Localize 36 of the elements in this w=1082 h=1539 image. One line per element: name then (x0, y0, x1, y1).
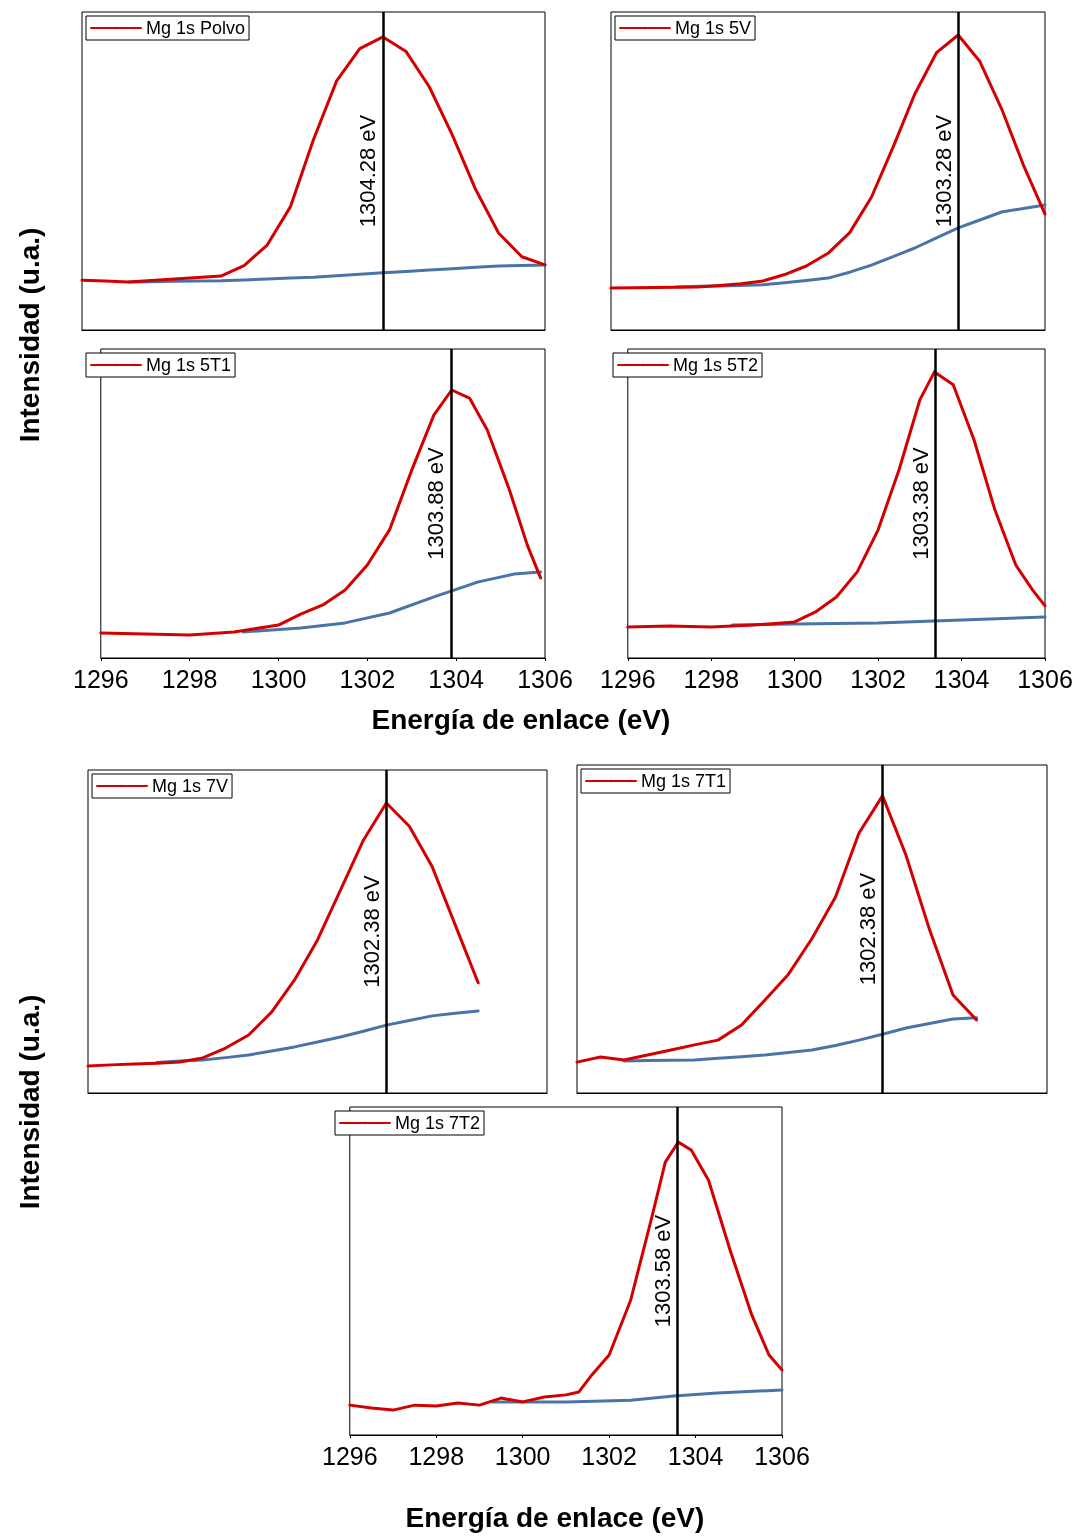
x-tick-label: 1302 (339, 664, 396, 693)
x-tick-label: 1296 (600, 664, 656, 693)
x-tick-label: 1302 (581, 1441, 637, 1470)
annotation: 1302.38 eV (358, 874, 384, 988)
ref-line-label: 1303.38 eV (908, 446, 934, 560)
legend-label: Mg 1s 7T1 (641, 771, 727, 791)
x-tick-label: 1302 (850, 664, 906, 693)
x-tick-label: 1300 (766, 664, 823, 693)
annotation: 1303.28 eV (930, 114, 956, 228)
x-axis-title: Energía de enlace (eV) (405, 1502, 705, 1534)
ref-line-label: 1303.88 eV (423, 446, 449, 560)
x-tick-label: 1298 (408, 1441, 465, 1470)
x-tick-label: 1298 (161, 664, 218, 693)
x-tick-label: 1306 (1017, 664, 1073, 693)
legend-label: Mg 1s 5T1 (146, 355, 232, 375)
x-tick-label: 1296 (73, 664, 129, 693)
annotation: 1304.28 eV (355, 114, 381, 228)
legend-label: Mg 1s Polvo (146, 18, 246, 38)
x-tick-label: 1300 (494, 1441, 551, 1470)
x-tick-label: 1296 (322, 1441, 378, 1470)
y-axis-title: Intensidad (u.a.) (13, 227, 46, 443)
x-tick-label: 1304 (933, 664, 990, 693)
legend-label: Mg 1s 5T2 (673, 355, 759, 375)
x-tick-label: 1306 (754, 1441, 810, 1470)
x-axis-title: Energía de enlace (eV) (371, 704, 671, 736)
legend-label: Mg 1s 7V (152, 776, 229, 796)
x-tick-label: 1300 (250, 664, 307, 693)
ref-line-label: 1303.58 eV (649, 1214, 675, 1328)
legend-label: Mg 1s 5V (675, 18, 752, 38)
y-axis-title: Intensidad (u.a.) (13, 994, 46, 1210)
x-tick-label: 1304 (428, 664, 485, 693)
x-tick-label: 1298 (683, 664, 740, 693)
x-tick-label: 1304 (667, 1441, 724, 1470)
legend-label: Mg 1s 7T2 (395, 1113, 481, 1133)
x-tick-label: 1306 (517, 664, 573, 693)
annotation: 1302.38 eV (855, 872, 880, 986)
